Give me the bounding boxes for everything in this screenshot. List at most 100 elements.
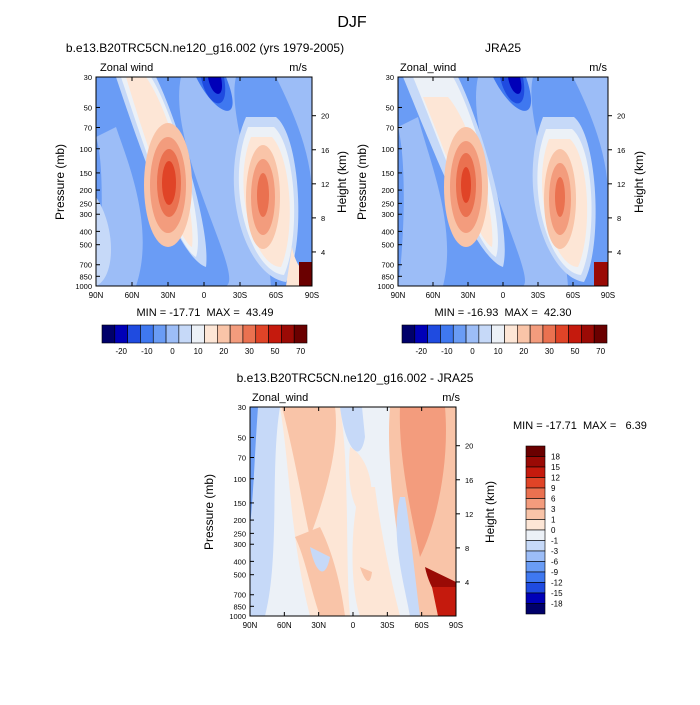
x-tick-label: 60N	[125, 291, 140, 300]
colorbar-swatch	[140, 324, 154, 344]
colorbar-label: -10	[141, 347, 153, 356]
x-tick-label: 30N	[461, 291, 476, 300]
y-tick-label: 100	[381, 145, 394, 154]
y-tick-label: 300	[381, 210, 394, 219]
panel-model: b.e13.B20TRC5CN.ne120_g16.002 (yrs 1979-…	[53, 41, 349, 356]
page-title: DJF	[337, 14, 367, 31]
colorbar-swatch	[525, 508, 546, 520]
panel-title: b.e13.B20TRC5CN.ne120_g16.002 - JRA25	[237, 371, 474, 385]
x-tick-label: 30N	[311, 621, 326, 630]
y-right-tick-label: 8	[321, 214, 325, 223]
y-tick-label: 500	[381, 241, 394, 250]
min-max-label: MIN = -16.93 MAX = 42.30	[435, 307, 572, 319]
colorbar-swatch	[293, 324, 308, 344]
y-tick-label: 700	[79, 261, 92, 270]
y-tick-label: 500	[79, 241, 92, 250]
units-label: m/s	[289, 62, 307, 74]
colorbar-label: 9	[551, 484, 556, 493]
y-right-tick-label: 20	[617, 112, 625, 121]
y-tick-label: 700	[381, 261, 394, 270]
colorbar-label: 70	[596, 347, 605, 356]
min-max-label: MIN = -17.71 MAX = 43.49	[137, 307, 274, 319]
y-right-tick-label: 12	[465, 510, 473, 519]
colorbar-label: 0	[170, 347, 175, 356]
y-tick-label: 300	[79, 210, 92, 219]
colorbar-swatch	[127, 324, 141, 344]
axes: 90N 60N 30N 0 30S 60S 90S 30 50 70 100 150 200 250 300…	[229, 403, 473, 630]
colorbar-label: 20	[519, 347, 528, 356]
panel-title: b.e13.B20TRC5CN.ne120_g16.002 (yrs 1979-…	[66, 41, 344, 55]
y-axis-right-label: Height (km)	[483, 481, 497, 543]
units-label: m/s	[442, 392, 460, 404]
colorbar-swatch	[504, 324, 518, 344]
colorbar-swatch	[440, 324, 454, 344]
y-right-tick-label: 20	[465, 442, 473, 451]
y-right-tick-label: 12	[617, 180, 625, 189]
y-tick-label: 850	[233, 602, 246, 611]
y-right-tick-label: 4	[321, 248, 325, 257]
panel-jra25: JRA25 Zonal_wind m/s	[355, 41, 646, 356]
x-tick-label: 0	[351, 621, 356, 630]
colorbar-swatch	[478, 324, 492, 344]
y-tick-label: 150	[79, 169, 92, 178]
y-tick-label: 30	[386, 73, 394, 82]
colorbar-label: -10	[441, 347, 453, 356]
colorbar-swatch	[255, 324, 269, 344]
colorbar-swatch	[525, 445, 546, 457]
colorbar-label: -20	[115, 347, 127, 356]
colorbar-label: 30	[245, 347, 254, 356]
y-right-tick-label: 12	[321, 180, 329, 189]
y-tick-label: 30	[84, 73, 92, 82]
y-tick-label: 50	[84, 103, 92, 112]
contour-field	[250, 407, 456, 616]
colorbar: -20 -10 0 10 20 30 50 70	[401, 324, 608, 356]
colorbar-swatch	[525, 603, 546, 615]
x-tick-label: 60N	[277, 621, 292, 630]
variable-label: Zonal_wind	[400, 62, 456, 74]
colorbar-label: 70	[296, 347, 305, 356]
colorbar-swatch	[465, 324, 480, 344]
colorbar-label: 0	[551, 526, 556, 535]
y-tick-label: 500	[233, 571, 246, 580]
colorbar-swatch	[525, 456, 546, 468]
y-right-tick-label: 8	[617, 214, 621, 223]
panel-difference: b.e13.B20TRC5CN.ne120_g16.002 - JRA25 Zo…	[202, 371, 647, 630]
x-tick-label: 60N	[426, 291, 441, 300]
colorbar-swatch	[217, 324, 231, 344]
colorbar-swatch	[491, 324, 505, 344]
colorbar-swatch	[114, 324, 128, 344]
colorbar-swatch	[593, 324, 608, 344]
y-tick-label: 250	[79, 199, 92, 208]
y-tick-label: 1000	[75, 282, 92, 291]
colorbar-swatch	[555, 324, 569, 344]
y-tick-label: 50	[386, 103, 394, 112]
colorbar-label: -3	[551, 547, 559, 556]
y-tick-label: 100	[79, 145, 92, 154]
colorbar-label: 10	[194, 347, 203, 356]
colorbar-label: 6	[551, 495, 556, 504]
y-right-tick-label: 4	[617, 248, 621, 257]
x-tick-label: 90S	[449, 621, 463, 630]
colorbar-swatch	[525, 571, 546, 583]
colorbar-swatch	[525, 550, 546, 562]
colorbar-swatch	[191, 324, 205, 344]
colorbar-swatch	[152, 324, 167, 344]
colorbar-swatch	[542, 324, 557, 344]
colorbar-swatch	[401, 324, 416, 344]
colorbar-swatch	[101, 324, 116, 344]
colorbar-swatch	[581, 324, 595, 344]
colorbar-swatch	[525, 487, 546, 499]
colorbar-swatch	[204, 324, 218, 344]
x-tick-label: 30N	[161, 291, 176, 300]
y-tick-label: 850	[79, 272, 92, 281]
colorbar-label: -9	[551, 568, 559, 577]
colorbar-swatch	[281, 324, 295, 344]
y-tick-label: 70	[238, 454, 246, 463]
colorbar-label: 0	[470, 347, 475, 356]
x-tick-label: 90N	[89, 291, 104, 300]
x-tick-label: 90N	[243, 621, 258, 630]
colorbar-label: 50	[271, 347, 280, 356]
y-right-tick-label: 16	[465, 476, 473, 485]
contour-field	[96, 77, 312, 286]
